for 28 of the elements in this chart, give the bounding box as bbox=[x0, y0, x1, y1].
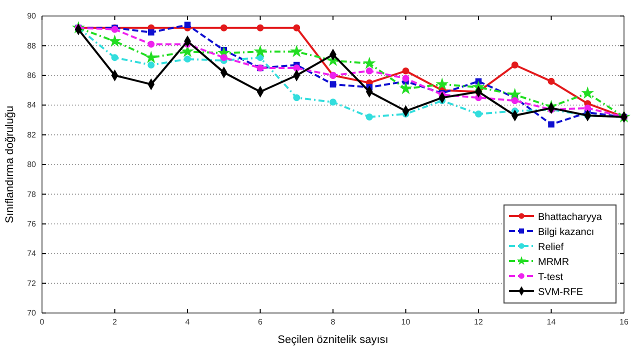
y-tick-label: 74 bbox=[27, 249, 37, 258]
legend-label: SVM-RFE bbox=[538, 287, 584, 298]
x-tick-label: 12 bbox=[474, 318, 484, 327]
legend-label: Bhattacharyya bbox=[538, 212, 602, 223]
x-tick-label: 8 bbox=[330, 318, 336, 327]
y-tick-label: 86 bbox=[27, 70, 37, 80]
legend-label: Bilgi kazancı bbox=[538, 227, 594, 238]
legend-label: Relief bbox=[538, 242, 564, 253]
x-tick-label: 6 bbox=[258, 318, 264, 327]
x-tick-label: 2 bbox=[112, 318, 118, 327]
x-tick-label: 14 bbox=[546, 318, 556, 327]
y-tick-label: 84 bbox=[27, 100, 37, 110]
x-tick-label: 10 bbox=[401, 318, 411, 327]
y-tick-label: 78 bbox=[27, 190, 37, 199]
y-tick-label: 88 bbox=[27, 41, 37, 50]
y-axis-title: Sınıflandırma doğruluğu bbox=[4, 106, 16, 224]
y-tick-label: 76 bbox=[27, 219, 37, 228]
y-tick-label: 82 bbox=[27, 130, 37, 140]
y-tick-label: 90 bbox=[27, 12, 37, 21]
x-tick-label: 16 bbox=[620, 318, 629, 327]
x-tick-label: 4 bbox=[185, 318, 190, 327]
legend-label: MRMR bbox=[538, 257, 570, 268]
x-axis-title: Seçilen öznitelik sayısı bbox=[278, 334, 388, 346]
y-tick-label: 72 bbox=[27, 278, 37, 288]
x-tick-label: 0 bbox=[40, 318, 45, 327]
y-tick-label: 70 bbox=[27, 308, 37, 318]
y-tick-label: 80 bbox=[27, 160, 37, 170]
legend-label: T-test bbox=[538, 272, 564, 283]
